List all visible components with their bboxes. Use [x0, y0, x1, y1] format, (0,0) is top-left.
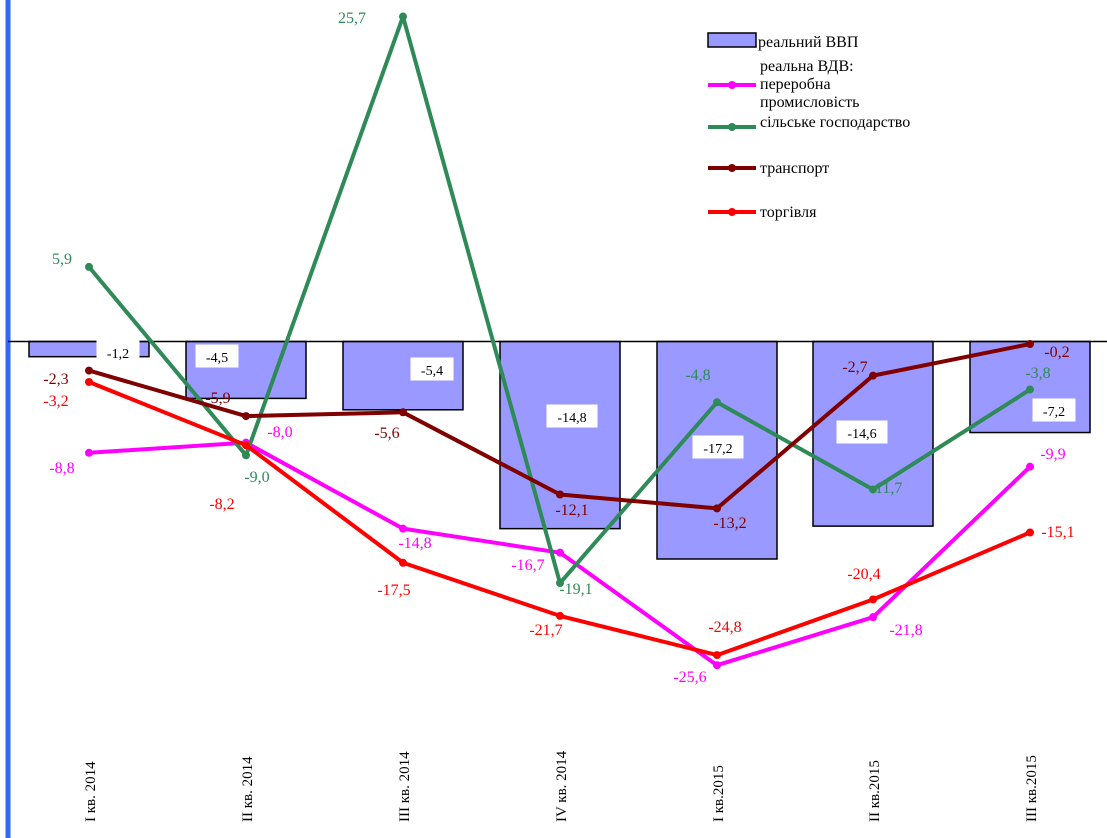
line-value-label: 5,9	[52, 251, 72, 268]
line-value-label: 25,7	[338, 10, 366, 27]
line-value-label: -3,8	[1025, 365, 1050, 382]
line-value-label: -9,0	[244, 469, 269, 486]
series-point	[869, 371, 877, 380]
series-point	[399, 558, 407, 567]
series-point	[85, 366, 93, 375]
legend-point-swatch	[728, 123, 736, 131]
line-value-label: -3,2	[43, 393, 68, 410]
series-point	[85, 377, 93, 386]
line-value-label: -5,6	[374, 425, 399, 442]
legend-label: реальний ВВП	[758, 34, 859, 51]
bar-value-label: -1,2	[107, 347, 129, 362]
series-point	[1026, 462, 1034, 471]
series-point	[242, 441, 250, 450]
bar-value-label: -17,2	[703, 442, 732, 457]
series-point	[556, 579, 564, 588]
legend-label: реальна ВДВ:	[760, 58, 854, 75]
line-value-label: -14,8	[398, 535, 431, 552]
series-point	[242, 412, 250, 421]
legend-label: транспорт	[760, 160, 829, 177]
bar-value-label: -14,6	[847, 427, 876, 442]
line-value-label: -19,1	[559, 581, 592, 598]
line-value-label: -17,5	[377, 582, 410, 599]
line-value-label: -13,2	[713, 515, 746, 532]
series-point	[713, 504, 721, 513]
x-tick-label: IV кв. 2014	[554, 750, 570, 822]
bar-value-label-box	[195, 344, 239, 368]
series-point	[85, 262, 93, 271]
line-value-label: -5,9	[205, 390, 230, 407]
x-tick-label: I кв.2015	[711, 765, 727, 822]
bar-value-label: -14,8	[557, 411, 586, 426]
series-point	[869, 613, 877, 622]
line-value-label: -15,1	[1041, 524, 1074, 541]
bar-value-label-box	[410, 357, 454, 381]
line-value-label: -2,7	[842, 359, 867, 376]
line-value-label: -21,7	[529, 622, 562, 639]
legend-bar-swatch	[707, 32, 757, 48]
bar-value-label-box	[1032, 398, 1076, 422]
series-point	[399, 408, 407, 417]
line-series-group	[85, 12, 1034, 670]
series-point	[556, 611, 564, 620]
legend-label: промисловість	[760, 94, 859, 111]
legend-label: торгівля	[760, 204, 817, 221]
x-tick-label: II кв. 2014	[240, 756, 256, 822]
series-point	[713, 651, 721, 660]
data-labels: -1,2 -4,5 -5,4 -14,8 -17,2 -14,6 -7,2 -8,8 -8,0 -…	[43, 10, 1076, 686]
line-value-label: -21,8	[889, 622, 922, 639]
series-point	[1026, 385, 1034, 394]
bar-value-label: -4,5	[206, 351, 228, 366]
x-tick-label: III кв. 2014	[397, 751, 413, 822]
series-point	[556, 548, 564, 557]
line-value-label: -4,8	[685, 367, 710, 384]
line-value-label: -11,7	[870, 480, 903, 497]
bar-value-label: -7,2	[1043, 405, 1065, 420]
legend-label: сільське господарство	[760, 114, 910, 131]
bar-value-label-box	[96, 340, 140, 364]
series-point	[869, 485, 877, 494]
x-tick-labels: I кв. 2014 II кв. 2014 III кв. 2014 IV кв. …	[83, 750, 1040, 822]
series-point	[399, 12, 407, 21]
series-point	[556, 490, 564, 499]
series-point	[713, 661, 721, 670]
legend-label: переробна	[760, 76, 831, 93]
series-point	[1026, 528, 1034, 537]
line-value-label: -8,8	[49, 460, 74, 477]
legend: реальний ВВП реальна ВДВ:переробнапромисл…	[707, 32, 910, 221]
bar-value-label: -5,4	[421, 364, 443, 379]
legend-point-swatch	[728, 208, 736, 216]
line-value-label: -9,9	[1040, 446, 1065, 463]
x-tick-label: II кв.2015	[867, 760, 883, 822]
line-value-label: -20,4	[847, 566, 880, 583]
bar-value-label-box	[836, 420, 888, 444]
legend-point-swatch	[728, 81, 736, 89]
series-point	[242, 451, 250, 460]
line-value-label: -0,2	[1044, 344, 1069, 361]
line-value-label: -24,8	[708, 619, 741, 636]
line-value-label: -25,6	[673, 669, 706, 686]
line-value-label: -16,7	[511, 557, 544, 574]
line-value-label: -2,3	[43, 371, 68, 388]
bar-value-label-box	[546, 404, 598, 428]
series-point	[1026, 340, 1034, 349]
series-point	[869, 595, 877, 604]
bar-value-label-box	[692, 435, 744, 459]
line-value-label: -8,0	[267, 424, 292, 441]
bar-series	[28, 340, 1091, 560]
series-point	[85, 448, 93, 457]
x-tick-label: III кв.2015	[1024, 755, 1040, 822]
line-value-label: -12,1	[555, 502, 588, 519]
x-tick-label: I кв. 2014	[83, 761, 99, 822]
series-point	[713, 398, 721, 407]
series-point	[399, 524, 407, 533]
legend-point-swatch	[728, 164, 736, 172]
line-value-label: -8,2	[209, 496, 234, 513]
